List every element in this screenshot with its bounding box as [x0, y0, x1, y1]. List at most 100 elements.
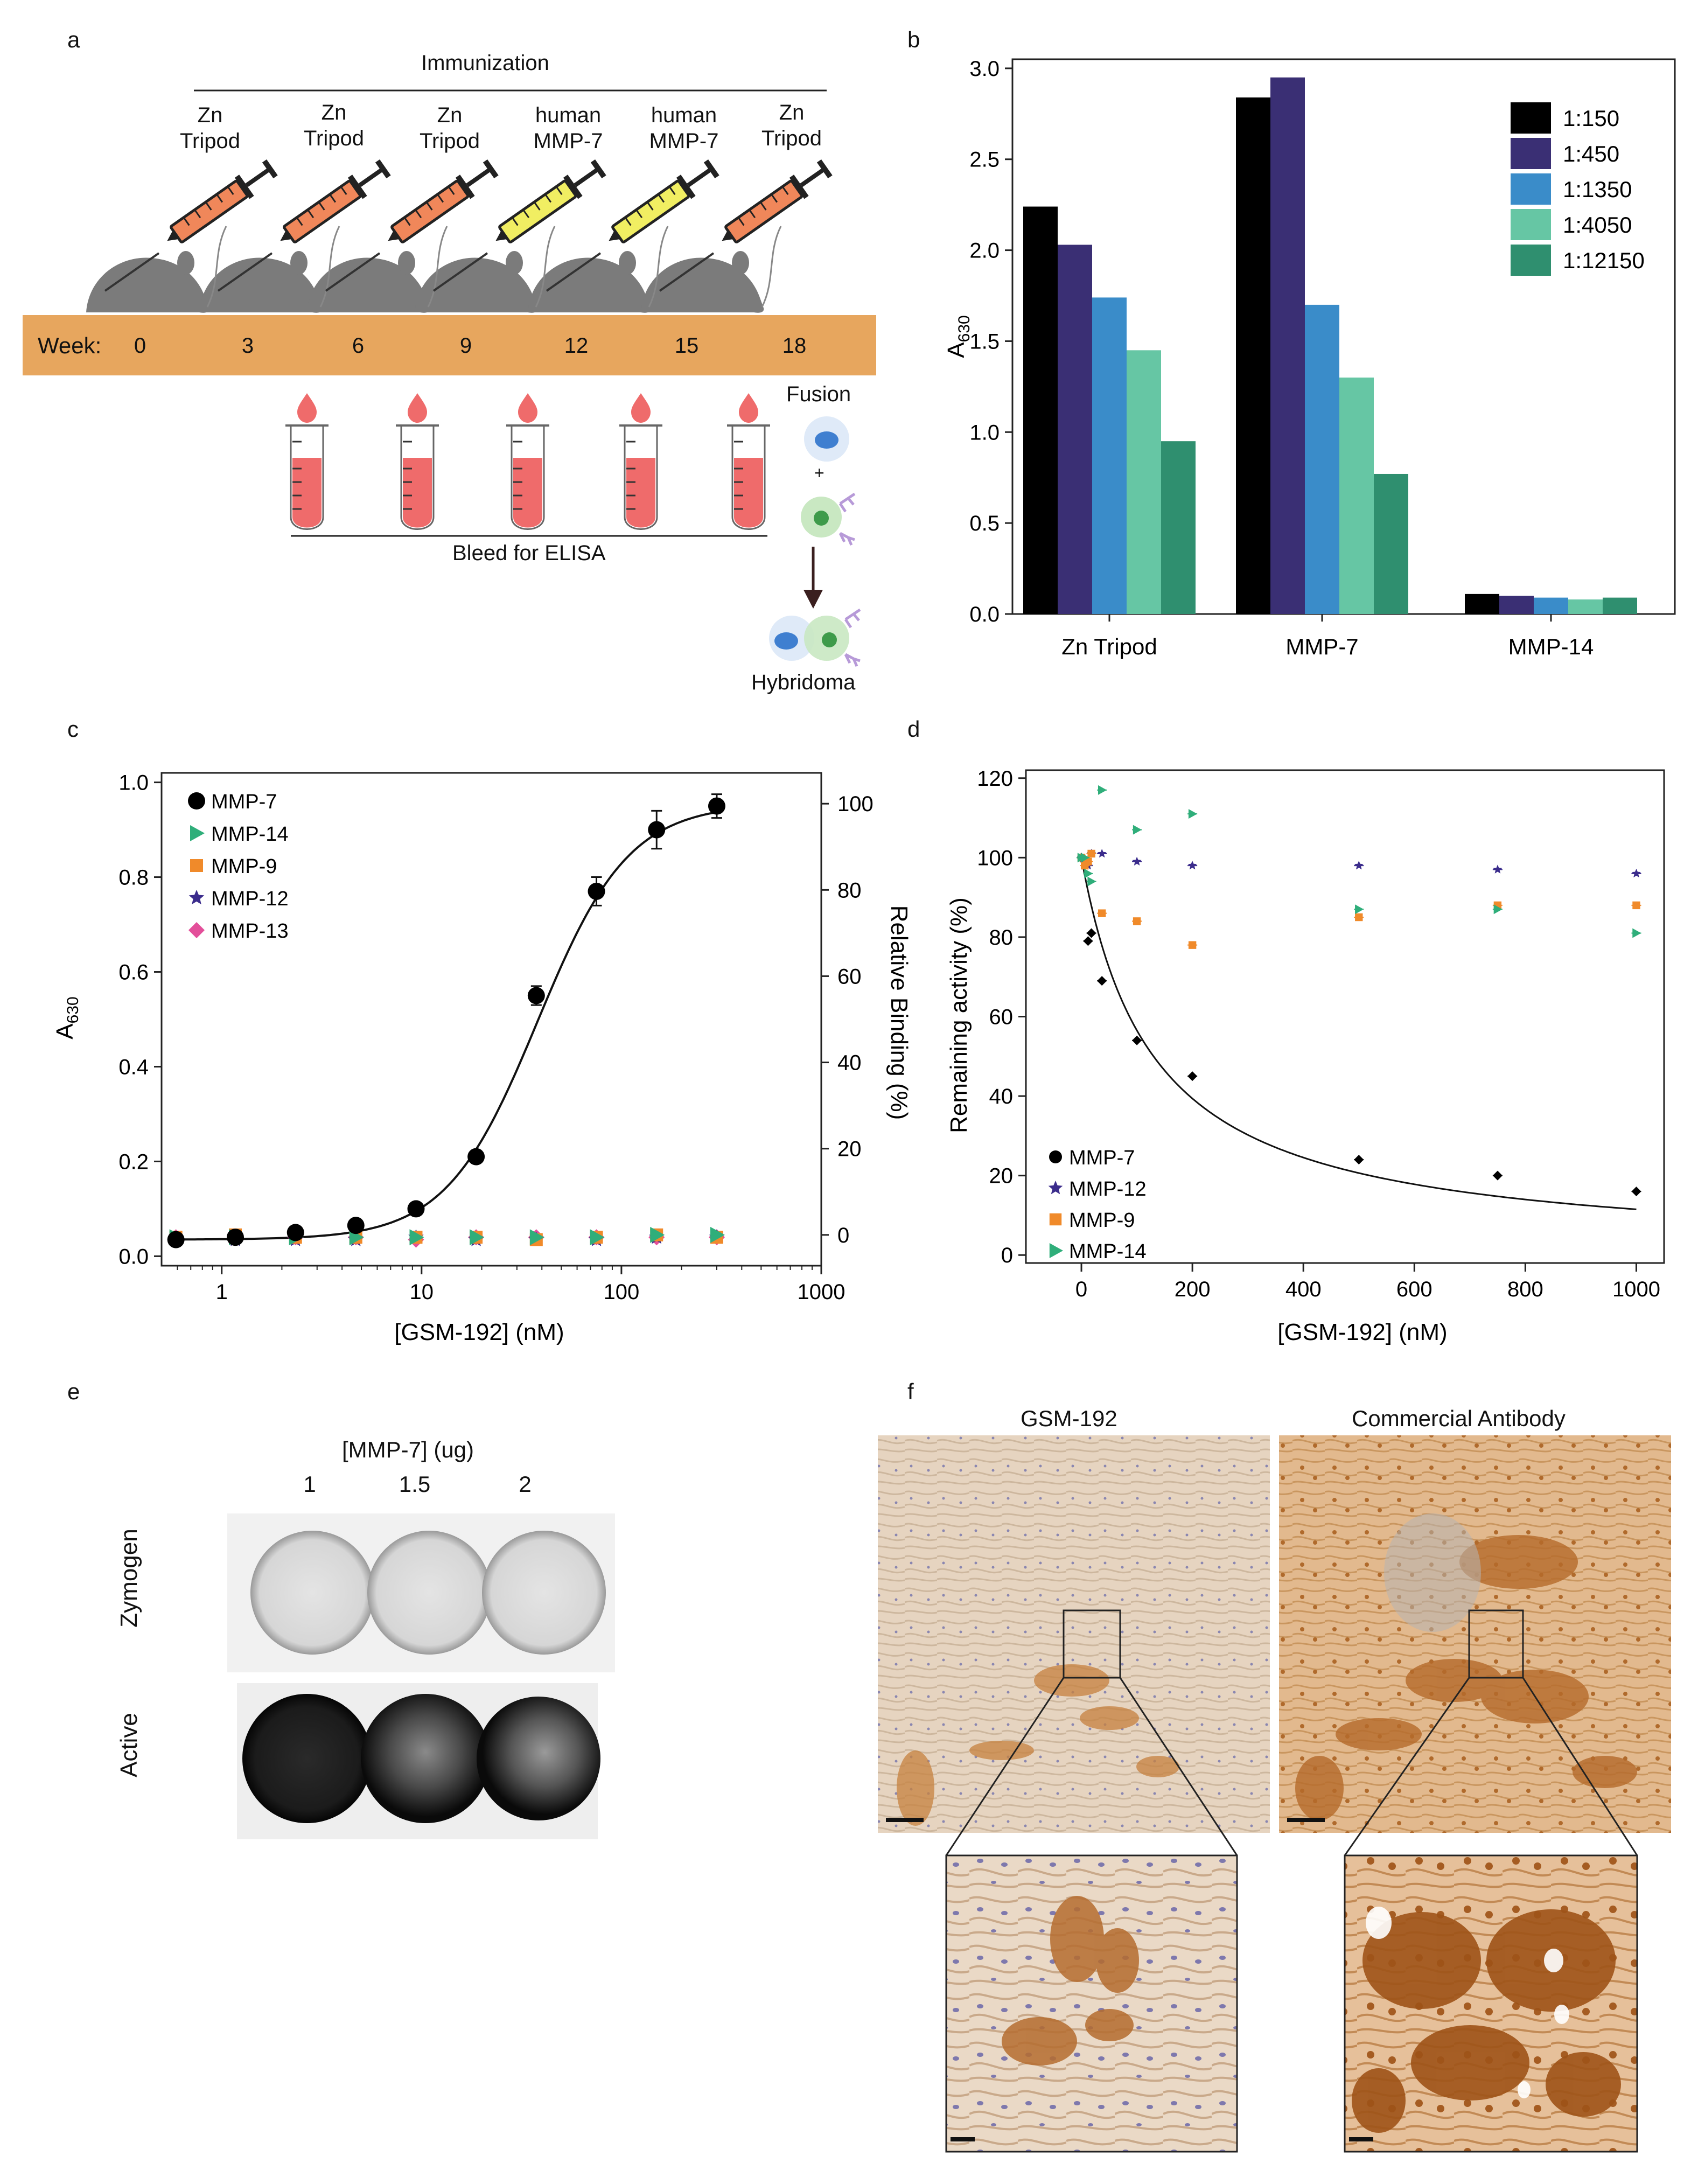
legend-label: 1:4050 [1563, 212, 1632, 238]
y-tick-label: 100 [977, 846, 1013, 870]
legend-swatch [1511, 173, 1551, 205]
mouse-icon [307, 251, 430, 313]
data-point [287, 1224, 304, 1241]
week-number: 0 [134, 334, 146, 358]
week-number: 15 [674, 334, 699, 358]
data-point [409, 1231, 423, 1244]
data-point [1631, 1187, 1641, 1197]
ihc-left-title: GSM-192 [1021, 1406, 1117, 1431]
x-tick-label: 400 [1285, 1278, 1322, 1301]
data-point [167, 1231, 185, 1248]
legend-marker [1049, 1150, 1062, 1163]
y-tick-label: 80 [989, 926, 1014, 950]
y-tick-label: 0.5 [969, 512, 1000, 535]
row-label-zymogen: Zymogen [116, 1529, 142, 1628]
legend-label: MMP-14 [211, 823, 289, 846]
data-point [1081, 861, 1089, 870]
week-number: 12 [564, 334, 589, 358]
legend-swatch [1511, 102, 1551, 134]
y-tick-label: 2.0 [969, 239, 1000, 263]
x-tick-label: 0 [1075, 1278, 1087, 1301]
data-point [1354, 861, 1364, 870]
data-point [468, 1229, 485, 1246]
legend-label: MMP-7 [1069, 1147, 1135, 1169]
y-tick-label: 2.5 [969, 148, 1000, 172]
data-point [1355, 904, 1364, 915]
data-point [287, 1229, 304, 1246]
legend-label: MMP-12 [1069, 1178, 1147, 1201]
ihc-gsm192-overview [878, 1435, 1270, 1833]
data-point [1493, 901, 1502, 910]
amount-label: 2 [519, 1471, 532, 1497]
blot-spot [242, 1694, 372, 1823]
data-point [227, 1229, 244, 1246]
legend-marker [1049, 1213, 1062, 1226]
data-point [709, 1229, 725, 1244]
week-number: 18 [782, 334, 807, 358]
panel-label-e: e [67, 1379, 80, 1404]
x-tick-label: 10 [410, 1280, 434, 1304]
antigen-label: Zn Tripod [761, 101, 822, 150]
blood-tube-icon [395, 392, 440, 531]
data-point [1188, 809, 1198, 819]
bar [1058, 245, 1092, 615]
x-tick-label: 600 [1396, 1278, 1433, 1301]
data-point [650, 1228, 663, 1241]
amount-label: 1.5 [399, 1471, 431, 1497]
right-tick-label: 40 [837, 1051, 862, 1075]
data-point [1493, 904, 1503, 915]
myeloma-cell-icon [804, 416, 849, 462]
x-tick-label: MMP-7 [1285, 634, 1358, 659]
bar [1023, 206, 1058, 614]
data-point [1084, 857, 1092, 866]
data-point [1098, 785, 1107, 795]
blot-spot [477, 1697, 600, 1820]
ihc-gsm192-zoom [945, 1854, 1238, 2153]
data-point [648, 821, 666, 839]
data-point [1493, 864, 1503, 874]
bar [1236, 97, 1270, 614]
bar [1127, 350, 1161, 614]
data-point [1081, 853, 1090, 863]
bar [1161, 441, 1196, 614]
week-number: 6 [352, 334, 365, 358]
data-point [1077, 854, 1086, 862]
x-tick-label: 800 [1507, 1278, 1543, 1301]
legend-label: MMP-14 [1069, 1240, 1147, 1263]
data-point [1632, 901, 1640, 910]
legend-label: MMP-7 [211, 791, 277, 813]
zoom-box [1468, 1609, 1524, 1679]
legend-label: MMP-9 [1069, 1209, 1135, 1232]
mouse-icon [86, 251, 209, 313]
data-point [710, 1231, 723, 1244]
legend-marker [190, 825, 205, 841]
x-tick-label: 1 [216, 1280, 228, 1304]
x-axis-label: [GSM-192] (nM) [1277, 1319, 1447, 1345]
legend-marker [1049, 1243, 1063, 1258]
legend-label: 1:450 [1563, 141, 1619, 166]
y-tick-label: 0.0 [118, 1245, 149, 1268]
antigen-label: Zn Tripod [304, 101, 364, 150]
data-point [1355, 913, 1363, 922]
panel-label-f: f [907, 1379, 914, 1404]
data-point [349, 1231, 362, 1244]
syringe-icon [218, 157, 393, 291]
blot-spot [482, 1531, 606, 1655]
blood-tube-icon [505, 392, 550, 531]
data-point [1188, 941, 1197, 949]
y-tick-label: 120 [977, 767, 1013, 791]
scale-bar [886, 1818, 924, 1822]
data-point [1084, 868, 1093, 878]
data-point [229, 1229, 244, 1246]
data-point [470, 1229, 485, 1246]
data-point [349, 1229, 364, 1246]
data-point [529, 1233, 543, 1246]
data-point [169, 1229, 184, 1246]
right-tick-label: 0 [837, 1224, 849, 1247]
syringe-icon [547, 157, 721, 291]
data-point [347, 1229, 364, 1246]
